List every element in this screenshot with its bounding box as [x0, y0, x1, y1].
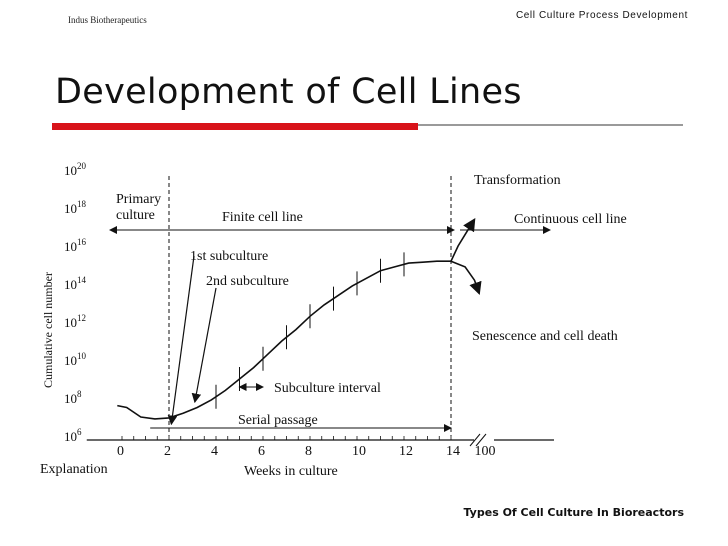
- title-accent-bar: [52, 123, 418, 130]
- slide-footer: Types Of Cell Culture In Bioreactors: [463, 506, 684, 519]
- y-axis-title: Cumulative cell number: [41, 272, 55, 388]
- x-tick-label: 6: [258, 444, 265, 459]
- slide-title: Development of Cell Lines: [55, 72, 522, 112]
- primary-culture-label: Primary: [116, 192, 161, 207]
- y-tick-label: 1012: [64, 313, 86, 330]
- axis-break-mark: [475, 433, 487, 447]
- senescence-label: Senescence and cell death: [472, 329, 618, 344]
- x-axis-title: Weeks in culture: [244, 464, 338, 479]
- title-rule: [418, 124, 683, 126]
- continuous-cell-line-label: Continuous cell line: [514, 212, 627, 227]
- transformation-branch: [450, 218, 476, 262]
- first-subculture-pointer: [167, 255, 195, 426]
- explanation-label: Explanation: [40, 462, 108, 477]
- y-tick-label: 1018: [64, 199, 87, 216]
- x-tick-label: 12: [399, 444, 413, 459]
- header-topic: Cell Culture Process Development: [515, 10, 688, 21]
- primary-culture-label: culture: [116, 208, 155, 223]
- y-tick-label: 1010: [64, 351, 87, 368]
- chart-svg: 106108101010121014101610181020Cumulative…: [40, 161, 627, 479]
- x-tick-label: 8: [305, 444, 312, 459]
- first-subculture-label: 1st subculture: [190, 249, 268, 264]
- senescence-branch: [450, 260, 482, 296]
- header-company: Indus Biotherapeutics: [68, 15, 147, 25]
- y-tick-label: 106: [64, 427, 82, 444]
- finite-cell-line-label: Finite cell line: [222, 210, 303, 225]
- x-tick-label: 0: [117, 444, 124, 459]
- axis-break-mark: [469, 433, 481, 447]
- y-tick-label: 1020: [64, 161, 87, 178]
- x-tick-label: 10: [352, 444, 366, 459]
- serial-passage-label: Serial passage: [238, 413, 318, 428]
- second-subculture-pointer: [191, 287, 217, 404]
- x-tick-label: 14: [446, 444, 460, 459]
- transformation-label: Transformation: [474, 173, 561, 188]
- x-tick-label: 2: [164, 444, 171, 459]
- y-tick-label: 1014: [64, 275, 87, 292]
- second-subculture-label: 2nd subculture: [206, 274, 289, 289]
- y-tick-label: 108: [64, 389, 82, 406]
- y-tick-label: 1016: [64, 237, 87, 254]
- cell-line-chart: 106 108 1010 1012 1014 1016 1018 1020 Cumulative…: [34, 156, 694, 486]
- x-tick-label: 100: [475, 444, 496, 459]
- x-tick-label: 4: [211, 444, 218, 459]
- subculture-interval-label: Subculture interval: [274, 381, 381, 396]
